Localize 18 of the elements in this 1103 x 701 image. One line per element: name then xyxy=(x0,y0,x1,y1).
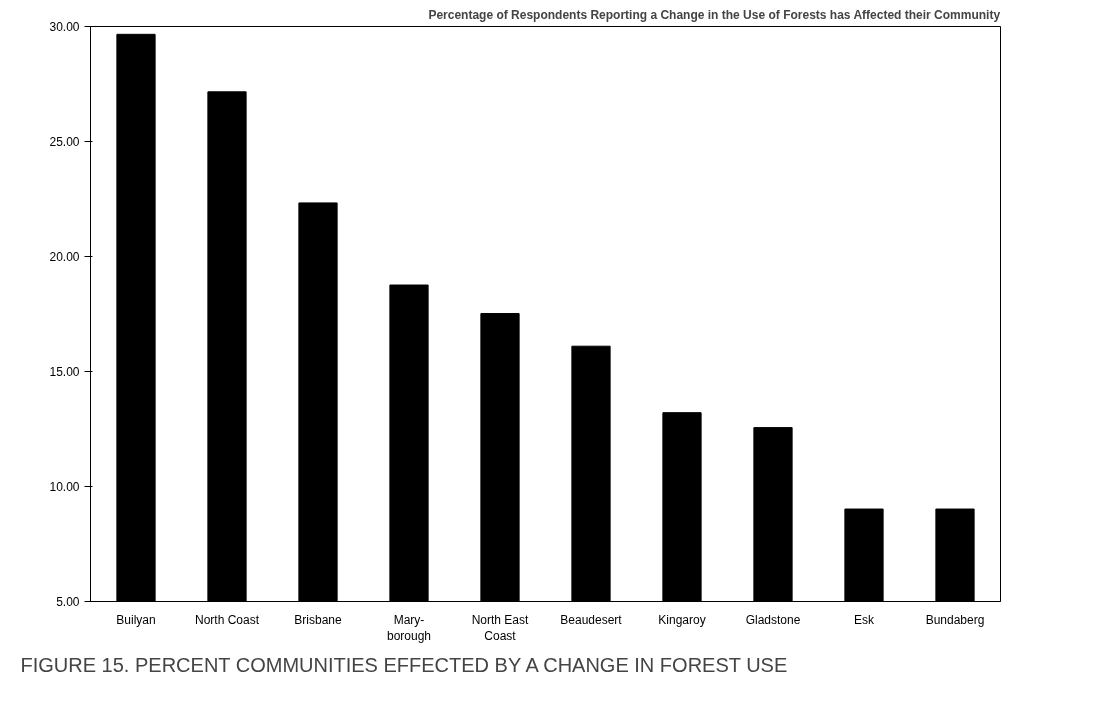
x-tick-label: Mary- borough xyxy=(386,612,432,644)
x-tick-label: Builyan xyxy=(116,612,156,627)
y-tick-label: 15.00 xyxy=(49,365,80,379)
y-tick-label: 30.00 xyxy=(49,20,80,34)
y-tick-label: 25.00 xyxy=(49,135,80,149)
x-tick-label: Beaudesert xyxy=(560,612,623,627)
x-tick-label: North Coast xyxy=(194,612,260,627)
y-tick-label: 10.00 xyxy=(49,480,80,494)
chart-title: Percentage of Respondents Reporting a Change in the Use of Forests has Affected their Community xyxy=(428,7,1001,22)
x-tick-label: North East Coast xyxy=(471,612,530,644)
x-tick-label: Bundaberg xyxy=(925,612,985,627)
x-tick-label: Brisbane xyxy=(294,612,343,627)
y-tick-label: 20.00 xyxy=(49,250,80,264)
x-tick-label: Esk xyxy=(854,612,875,627)
caption: FIGURE 15. PERCENT COMMUNITIES EFFECTED BY A CHANGE IN FOREST USE xyxy=(20,653,788,676)
x-tick-label: Gladstone xyxy=(745,612,801,627)
y-tick-label: 5.00 xyxy=(56,595,80,609)
x-tick-label: Kingaroy xyxy=(658,612,706,627)
